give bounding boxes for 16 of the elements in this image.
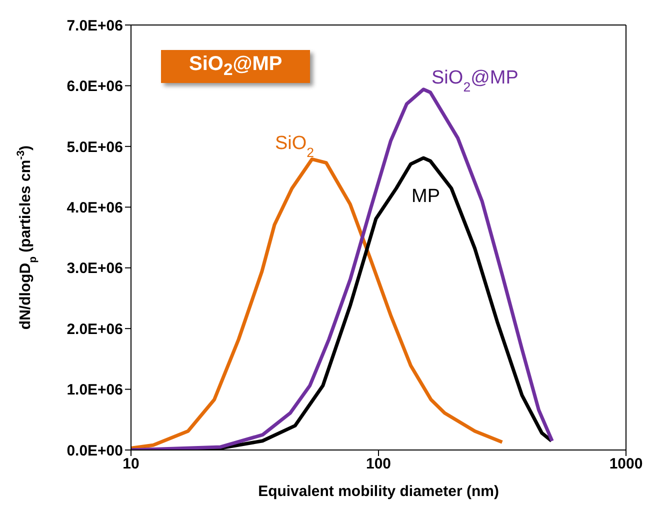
series-label: MP xyxy=(412,186,440,207)
y-tick-label: 3.0E+06 xyxy=(66,260,123,278)
y-tick-label: 7.0E+06 xyxy=(66,17,123,34)
y-tick-label: 0.0E+00 xyxy=(66,442,123,460)
x-tick-label: 10 xyxy=(122,456,140,473)
y-tick-label: 6.0E+06 xyxy=(66,78,123,96)
y-tick-label: 5.0E+06 xyxy=(66,138,123,156)
y-tick-label: 4.0E+06 xyxy=(66,199,123,216)
text: SiO$_{2}$@MP xyxy=(161,50,310,83)
x-tick-label: 1000 xyxy=(609,456,643,473)
y-tick-label: 2.0E+06 xyxy=(66,320,123,338)
x-tick-label: 100 xyxy=(366,456,392,473)
series-label: SiO$_{2}$ xyxy=(274,133,314,160)
x-axis-title: Equivalent mobility diameter (nm) xyxy=(258,483,499,500)
series-label: SiO$_{2}$@MP xyxy=(432,67,518,94)
y-tick-label: 1.0E+06 xyxy=(66,382,123,399)
